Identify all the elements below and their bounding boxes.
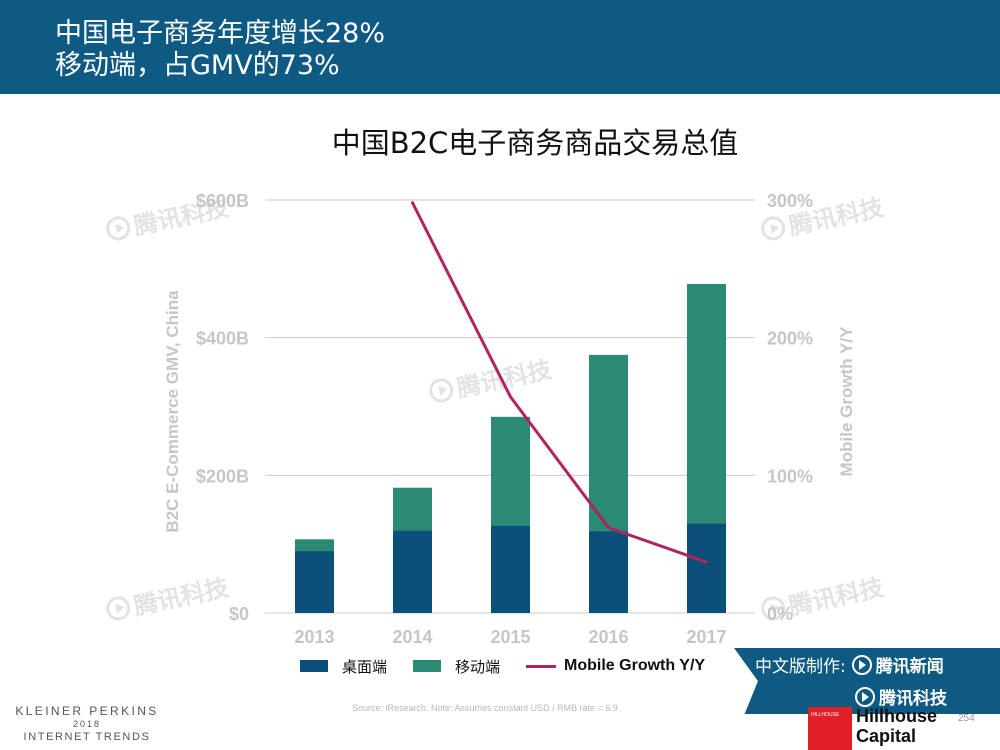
x-tick-label: 2016 bbox=[588, 627, 628, 647]
header-bar: 中国电子商务年度增长28% 移动端，占GMV的73% bbox=[0, 0, 1000, 94]
title-line-1: 中国电子商务年度增长28% bbox=[55, 18, 386, 49]
title-line-2: 移动端，占GMV的73% bbox=[55, 50, 340, 81]
credit-line-news: 中文版制作: 腾讯新闻 bbox=[755, 652, 944, 677]
tencent-tech-icon bbox=[855, 686, 875, 707]
legend-item-mobile: 移动端 bbox=[413, 656, 500, 677]
legend-swatch-mobile bbox=[413, 660, 442, 672]
legend-label-desktop: 桌面端 bbox=[342, 657, 388, 676]
legend-item-growth: Mobile Growth Y/Y bbox=[526, 657, 705, 675]
credit-line-tech: 腾讯科技 bbox=[855, 684, 947, 709]
bar-desktop bbox=[589, 531, 628, 613]
bar-mobile bbox=[687, 283, 726, 524]
bar-desktop bbox=[491, 525, 530, 613]
y-tick-label: $600B bbox=[196, 191, 249, 211]
y-tick-label: $0 bbox=[229, 604, 249, 624]
kleiner-perkins-logo: KLEINER PERKINS 2018 INTERNET TRENDS bbox=[15, 704, 159, 744]
legend-label-mobile: 移动端 bbox=[455, 657, 501, 676]
legend-label-growth: Mobile Growth Y/Y bbox=[564, 657, 706, 674]
y2-axis-title: Mobile Growth Y/Y bbox=[837, 326, 856, 477]
bar-mobile bbox=[491, 416, 530, 526]
y2-tick-label: 100% bbox=[767, 466, 813, 486]
y-axis-title: B2C E-Commerce GMV, China bbox=[163, 290, 182, 533]
bar-desktop bbox=[393, 530, 432, 613]
tencent-news-icon bbox=[851, 654, 872, 675]
bar-mobile bbox=[393, 487, 432, 531]
bar-desktop bbox=[687, 523, 726, 613]
chart-legend: 桌面端 移动端 Mobile Growth Y/Y bbox=[300, 655, 731, 677]
y2-tick-label: 300% bbox=[767, 191, 813, 211]
x-tick-label: 2015 bbox=[490, 627, 530, 647]
y2-tick-label: 0% bbox=[767, 604, 793, 624]
page-title: 中国电子商务年度增长28% 移动端，占GMV的73% bbox=[55, 18, 385, 82]
source-note: Source: iResearch. Note: Assumes constan… bbox=[352, 703, 621, 713]
page-number: 254 bbox=[958, 713, 975, 724]
x-tick-label: 2017 bbox=[686, 627, 726, 647]
y-tick-label: $200B bbox=[196, 466, 249, 486]
x-tick-label: 2013 bbox=[294, 627, 334, 647]
growth-line bbox=[411, 201, 708, 564]
chart-title: 中国B2C电子商务商品交易总值 bbox=[331, 126, 739, 160]
y2-tick-label: 200% bbox=[767, 329, 813, 349]
bar-desktop bbox=[295, 551, 334, 613]
y-tick-label: $400B bbox=[196, 329, 249, 349]
hillhouse-capital-logo: HILLHOUSE Hillhouse Capital bbox=[808, 703, 1000, 750]
bar-mobile bbox=[295, 539, 334, 552]
x-tick-label: 2014 bbox=[392, 627, 432, 647]
legend-swatch-growth bbox=[526, 664, 557, 668]
bar-mobile bbox=[589, 354, 628, 532]
legend-swatch-desktop bbox=[300, 660, 328, 672]
legend-item-desktop: 桌面端 bbox=[300, 656, 387, 677]
hillhouse-mark-icon: HILLHOUSE bbox=[808, 707, 852, 750]
